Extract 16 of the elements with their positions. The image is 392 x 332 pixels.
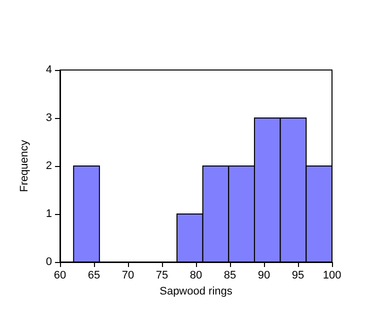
x-tick-label: 65 [88,270,100,282]
y-tick-label: 0 [46,256,52,268]
x-tick-label: 85 [224,270,236,282]
x-tick-label: 95 [292,270,304,282]
x-tick-label: 100 [322,270,342,282]
y-axis-title: Frequency [18,140,30,192]
y-tick-label: 2 [46,160,52,172]
x-tick-label: 90 [258,270,270,282]
x-tick-label: 70 [122,270,134,282]
x-tick-label: 75 [156,270,168,282]
y-tick-label: 4 [46,64,52,76]
x-tick-label: 80 [190,270,202,282]
x-axis-title: Sapwood rings [160,285,233,298]
y-tick-label: 3 [46,112,52,124]
x-tick-label: 60 [54,270,66,282]
y-tick-label: 1 [46,208,52,220]
